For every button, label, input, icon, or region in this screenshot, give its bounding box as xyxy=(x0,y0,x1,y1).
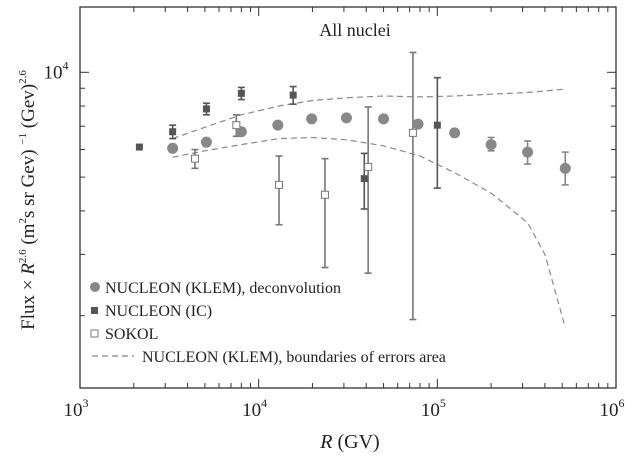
legend-label-klem: NUCLEON (KLEM), deconvolution xyxy=(105,280,341,297)
point-klem xyxy=(272,119,284,131)
y-axis-label: Flux × R2.6 (m2s sr Gev) −1 (Gev)2.6 xyxy=(17,70,39,330)
y-label-part-h: (Gev) xyxy=(18,84,39,133)
y-label-part-c: 2.6 xyxy=(17,249,29,263)
point-sokol xyxy=(320,190,329,199)
point-ic xyxy=(360,175,368,183)
point-klem xyxy=(559,162,571,174)
point-ic xyxy=(289,91,297,99)
y-label-part-a: Flux × xyxy=(18,275,39,330)
legend: NUCLEON (KLEM), deconvolution NUCLEON (I… xyxy=(90,280,446,366)
point-sokol xyxy=(232,121,241,130)
y-label-part-d: (m xyxy=(18,223,39,249)
x-axis-label: R (GV) xyxy=(319,431,379,453)
axis-tick-labels: 103 104 105 106 104 xyxy=(44,58,625,421)
legend-marker-klem xyxy=(90,282,100,292)
point-klem xyxy=(200,136,212,148)
point-klem xyxy=(522,146,534,158)
legend-marker-ic xyxy=(91,307,98,314)
error-boundaries xyxy=(172,88,566,328)
point-sokol xyxy=(275,180,284,189)
point-ic xyxy=(169,128,177,136)
legend-label-ic: NUCLEON (IC) xyxy=(105,303,212,320)
point-ic xyxy=(202,105,210,113)
legend-label-boundaries: NUCLEON (KLEM), boundaries of errors are… xyxy=(142,349,446,366)
y-label-part-f: s sr Gev) xyxy=(18,145,39,218)
boundary-upper-line xyxy=(172,88,566,140)
y-label-part-e: 2 xyxy=(17,218,29,224)
point-sokol xyxy=(364,162,373,171)
point-klem xyxy=(412,118,424,130)
point-klem xyxy=(378,113,390,125)
point-ic xyxy=(135,143,143,151)
y-label-part-i: 2.6 xyxy=(17,70,29,84)
boundary-lower-line xyxy=(172,136,566,328)
y-label-part-g: −1 xyxy=(17,133,29,145)
point-klem xyxy=(485,139,497,151)
x-tick-label: 106 xyxy=(600,396,625,421)
y-tick-label: 104 xyxy=(44,58,69,83)
x-axis-label-unit: (GV) xyxy=(333,431,380,453)
plot-frame xyxy=(79,6,617,389)
point-sokol xyxy=(190,154,199,163)
point-klem xyxy=(449,127,461,139)
x-tick-label: 105 xyxy=(421,396,446,421)
point-ic xyxy=(433,121,441,129)
point-ic xyxy=(237,89,245,97)
x-tick-label: 104 xyxy=(242,396,267,421)
chart-title: All nuclei xyxy=(319,20,390,40)
axis-ticks xyxy=(79,7,617,388)
legend-marker-sokol xyxy=(90,329,99,338)
point-klem xyxy=(340,112,352,124)
x-axis-label-variable: R xyxy=(319,431,332,453)
point-klem xyxy=(167,142,179,154)
data-points xyxy=(135,89,571,199)
point-sokol xyxy=(408,128,417,137)
point-klem xyxy=(306,113,318,125)
legend-label-sokol: SOKOL xyxy=(105,326,158,343)
y-label-part-b: R xyxy=(18,263,39,276)
x-tick-label: 103 xyxy=(64,396,89,421)
